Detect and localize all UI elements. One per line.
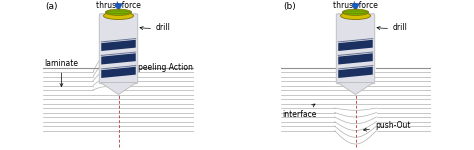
Ellipse shape [340,12,371,20]
Polygon shape [100,82,137,94]
Text: thrust force: thrust force [333,1,378,10]
Text: push-Out: push-Out [364,122,410,131]
Polygon shape [101,67,136,78]
FancyBboxPatch shape [336,14,375,84]
Ellipse shape [105,9,132,15]
Polygon shape [101,40,136,51]
Polygon shape [338,40,373,51]
Text: peeling Action: peeling Action [129,63,193,74]
Ellipse shape [342,9,369,15]
FancyBboxPatch shape [99,14,138,84]
Polygon shape [101,53,136,64]
Text: drill: drill [377,22,408,32]
Text: laminate: laminate [44,58,78,86]
Ellipse shape [103,12,134,20]
Polygon shape [338,67,373,78]
Polygon shape [337,82,374,94]
Polygon shape [338,53,373,64]
Text: drill: drill [140,22,171,32]
Text: interface: interface [282,104,316,119]
Text: (a): (a) [46,2,58,11]
Text: thrust force: thrust force [96,1,141,10]
Text: (b): (b) [283,2,295,11]
